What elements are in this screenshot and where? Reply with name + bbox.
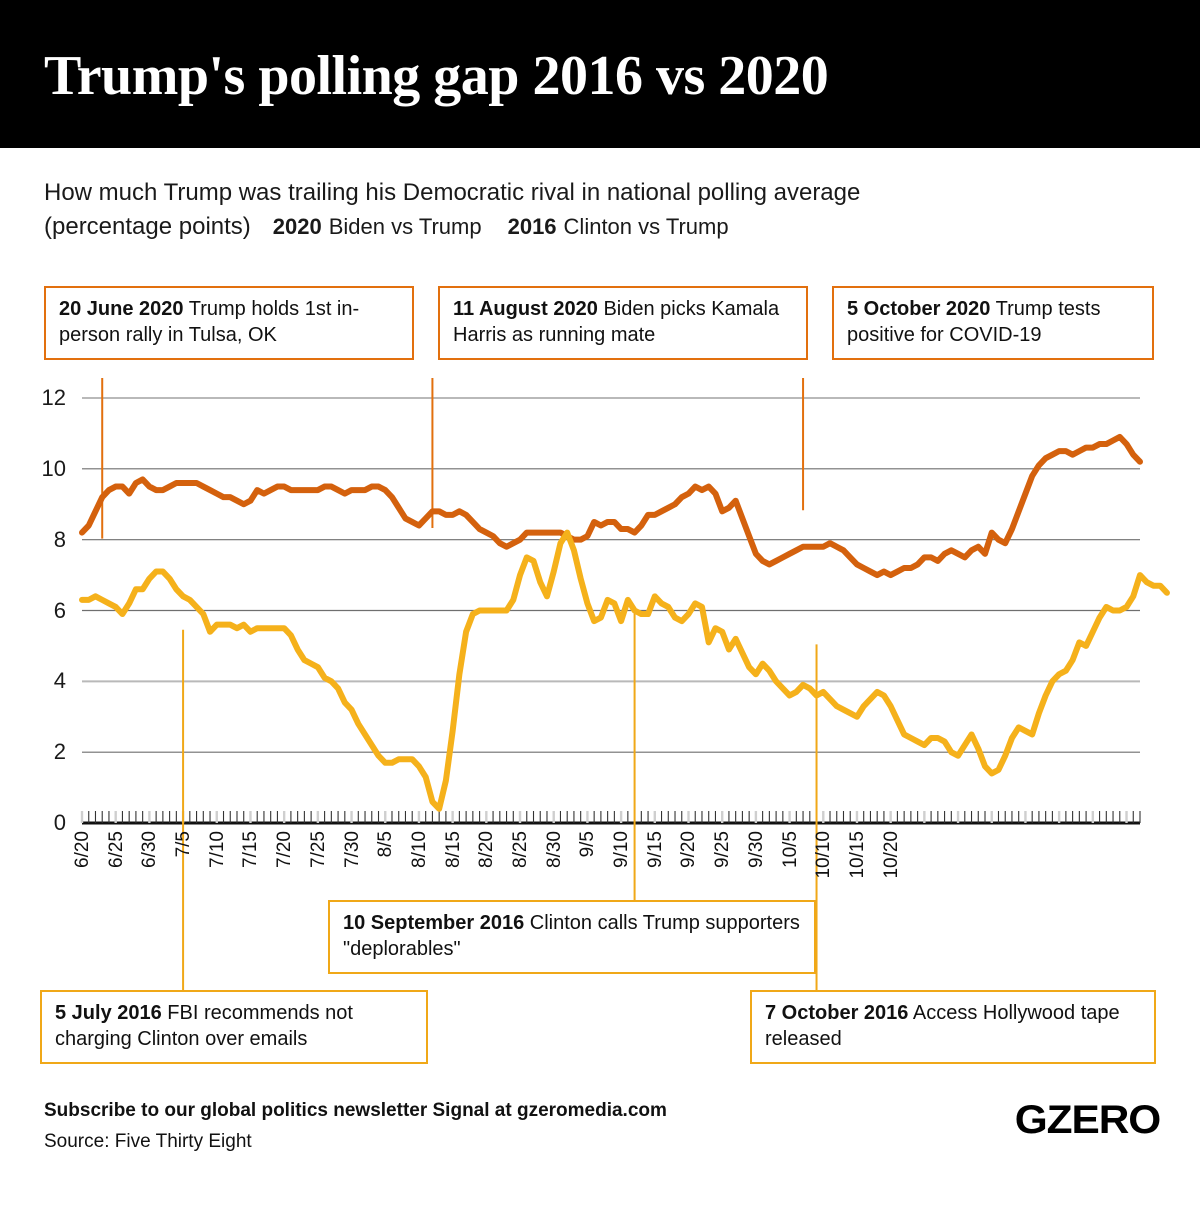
y-axis-label: 4	[53, 668, 66, 694]
callout-fbi-emails: 5 July 2016 FBI recommends not charging …	[40, 990, 428, 1064]
title-bar: Trump's polling gap 2016 vs 2020	[0, 0, 1200, 148]
callout-text-covid: Trump tests positive for COVID-19	[847, 298, 1101, 346]
y-axis-label: 12	[41, 385, 66, 410]
x-axis-label: 9/25	[712, 831, 734, 868]
callout-date-fbi: 5 July 2016	[55, 1002, 162, 1024]
x-axis-label: 8/10	[408, 831, 430, 868]
y-axis-label: 8	[53, 526, 66, 552]
y-axis-label: 10	[41, 455, 66, 481]
legend-item-2016: 2016 Clinton vs Trump	[508, 210, 729, 244]
x-axis-label: 10/20	[880, 831, 902, 879]
callout-text-tulsa: Trump holds 1st in-person rally in Tulsa…	[59, 298, 360, 346]
x-axis-label: 7/25	[307, 831, 329, 868]
y-axis-label: 2	[53, 739, 66, 765]
x-axis-label: 6/30	[139, 831, 161, 868]
x-axis-label: 9/30	[745, 831, 767, 868]
y-axis-label: 0	[53, 810, 66, 835]
x-axis-label: 9/10	[611, 831, 633, 868]
x-axis-label: 7/5	[173, 831, 195, 858]
x-axis-label: 6/25	[105, 831, 127, 868]
legend-label-2016: Clinton vs Trump	[563, 214, 729, 239]
subtitle-line-1: How much Trump was trailing his Democrat…	[44, 179, 861, 206]
x-axis-label: 7/20	[274, 831, 296, 868]
callout-access-tape: 7 October 2016 Access Hollywood tape rel…	[750, 990, 1156, 1064]
x-axis-label: 10/10	[813, 831, 835, 879]
callout-text-access: Access Hollywood tape released	[765, 1002, 1120, 1050]
x-axis-label: 8/30	[543, 831, 565, 868]
callout-date-access: 7 October 2016	[765, 1002, 909, 1024]
legend-year-2020: 2020	[272, 214, 322, 239]
chart-legend: 2020 Biden vs Trump 2016 Clinton vs Trum…	[273, 210, 755, 244]
callout-deplorables: 10 September 2016 Clinton calls Trump su…	[328, 900, 816, 974]
x-axis-label: 7/10	[206, 831, 228, 868]
callout-date-covid: 5 October 2020	[847, 298, 991, 320]
callout-tulsa-rally: 20 June 2020 Trump holds 1st in-person r…	[44, 286, 414, 360]
callout-text-harris: Biden picks Kamala Harris as running mat…	[453, 298, 780, 346]
x-axis-label: 7/30	[341, 831, 363, 868]
callout-trump-covid: 5 October 2020 Trump tests positive for …	[832, 286, 1154, 360]
footer-subscribe: Subscribe to our global politics newslet…	[44, 1100, 667, 1121]
x-axis-label: 9/15	[644, 831, 666, 868]
series-line-2016	[79, 529, 1170, 812]
footer-source: Source: Five Thirty Eight	[44, 1131, 252, 1152]
x-axis-label: 8/25	[510, 831, 532, 868]
legend-label-2020: Biden vs Trump	[328, 214, 482, 239]
callout-text-fbi: FBI recommends not charging Clinton over…	[55, 1002, 353, 1050]
page-title: Trump's polling gap 2016 vs 2020	[44, 45, 829, 107]
series-line-2020	[79, 433, 1143, 579]
x-axis-label: 7/15	[240, 831, 262, 868]
subtitle-block: How much Trump was trailing his Democrat…	[44, 176, 1174, 244]
x-axis-label: 6/20	[72, 831, 93, 868]
callout-date-harris: 11 August 2020	[453, 298, 598, 320]
callout-text-deplorables: Clinton calls Trump supporters "deplorab…	[343, 912, 800, 960]
legend-year-2016: 2016	[507, 214, 557, 239]
x-axis-label: 8/15	[442, 831, 464, 868]
callout-date-deplorables: 10 September 2016	[343, 912, 525, 934]
subtitle-line-2: (percentage points)	[44, 213, 251, 240]
x-axis-label: 8/5	[375, 831, 397, 858]
x-axis-label: 10/5	[779, 831, 801, 868]
footer: Subscribe to our global politics newslet…	[44, 1098, 1164, 1156]
legend-item-2020: 2020 Biden vs Trump	[273, 210, 482, 244]
gzero-logo: GZERO	[1014, 1098, 1162, 1142]
callout-harris-vp: 11 August 2020 Biden picks Kamala Harris…	[438, 286, 808, 360]
y-axis-label: 6	[53, 597, 66, 623]
x-axis-label: 10/15	[846, 831, 868, 879]
x-axis-label: 8/20	[476, 831, 498, 868]
x-axis-label: 9/20	[678, 831, 700, 868]
callout-date-tulsa: 20 June 2020	[59, 298, 184, 320]
x-axis-label: 9/5	[577, 831, 599, 858]
